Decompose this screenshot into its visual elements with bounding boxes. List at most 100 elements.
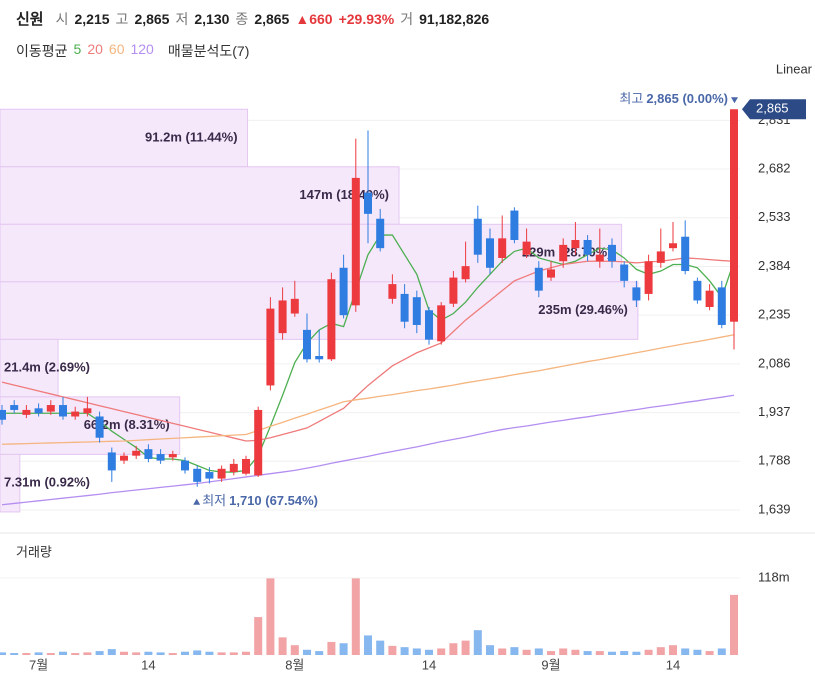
candle-body: [315, 356, 324, 360]
profile-box: [0, 338, 59, 398]
x-tick-label: 8월: [285, 657, 304, 672]
candle-body: [669, 243, 677, 249]
candle-body: [425, 310, 433, 340]
volume-bar: [669, 645, 677, 655]
candle-body: [168, 454, 177, 458]
volume-bar: [364, 635, 372, 655]
volume-bar: [510, 647, 519, 655]
candle-body: [571, 239, 580, 249]
volume-bar: [351, 577, 360, 655]
profile-box: [0, 166, 400, 225]
candle-body: [522, 241, 531, 255]
candle-body: [412, 297, 421, 325]
volume-bar: [693, 649, 702, 655]
volume-bar: [168, 653, 177, 655]
candle-body: [730, 109, 738, 322]
low-note: 최저 1,710 (67.54%): [202, 493, 318, 508]
candle-body: [107, 452, 116, 471]
candle-body: [681, 236, 690, 272]
candle-body: [22, 409, 31, 415]
candle-body: [693, 280, 702, 301]
x-tick-label: 14: [141, 657, 155, 672]
candle-body: [400, 293, 409, 322]
volume-bar: [571, 649, 580, 655]
candle-body: [705, 290, 714, 307]
volume-bar: [400, 647, 409, 655]
x-tick-label: 9월: [541, 657, 560, 672]
candle-body: [290, 298, 299, 314]
value: 2,865: [254, 11, 290, 27]
profile-label: 235m (29.46%): [538, 302, 628, 317]
profile-label: 7.31m (0.92%): [4, 475, 90, 490]
volume-bar: [242, 651, 250, 655]
candle-body: [205, 472, 214, 479]
y-tick-label: 1,788: [758, 453, 791, 468]
volume-bar: [534, 648, 543, 655]
volume-bar: [205, 651, 214, 655]
candle-body: [120, 455, 128, 461]
candle-body: [242, 458, 250, 474]
volume-bar: [449, 643, 458, 655]
volume-bar: [290, 645, 299, 655]
y-tick-label: 2,086: [758, 355, 791, 370]
volume-bar: [730, 594, 738, 655]
volume-bar: [522, 649, 531, 655]
volume-bar: [0, 652, 6, 655]
volume-bar: [229, 652, 238, 655]
volume-bar: [278, 637, 287, 655]
volume-bar: [71, 653, 80, 655]
candle-body: [620, 264, 629, 281]
volume-bar: [461, 640, 470, 655]
volume-bar: [22, 653, 31, 655]
y-tick-label: 2,533: [758, 209, 791, 224]
volume-bar: [559, 648, 568, 655]
y-tick-label: 1,937: [758, 404, 791, 419]
candle-body: [559, 244, 568, 262]
ma-line: [1, 334, 735, 445]
volume-bar: [498, 648, 507, 655]
candle-body: [473, 218, 482, 255]
label: 거: [400, 11, 414, 27]
volume-bar: [388, 645, 397, 655]
candle-body: [534, 267, 543, 291]
ma-line: [1, 394, 735, 506]
candle-body: [132, 450, 141, 456]
candle-body: [278, 300, 287, 334]
change: ▲660: [295, 11, 333, 27]
vol-tick-label: 118m: [758, 569, 790, 584]
profile-box: [0, 453, 21, 513]
profile-label: 21.4m (2.69%): [4, 360, 90, 375]
candle-body: [0, 409, 6, 420]
value: 2,865: [134, 11, 170, 27]
candle-body: [266, 308, 275, 386]
x-tick-label: 14: [666, 657, 680, 672]
candle-body: [583, 239, 592, 255]
note-part: 2,865 (0.00%): [646, 92, 728, 107]
price-pane: 91.2m (11.44%)147m (18.49%)229m (28.70%)…: [0, 108, 740, 513]
volume-bar: [327, 641, 336, 655]
candle-body: [217, 468, 226, 479]
value: 2,215: [74, 11, 110, 27]
ma-legend: 5 20 60 120: [74, 41, 154, 61]
candle-body: [10, 405, 19, 410]
low-marker: [193, 498, 201, 505]
candle-body: [461, 266, 470, 280]
profile-label: 매물분석도(7): [167, 43, 250, 59]
volume-bar: [59, 651, 67, 655]
candle-body: [83, 408, 92, 414]
high-note: 최고 2,865 (0.00%): [619, 92, 728, 107]
y-tick-label: 2,682: [758, 160, 791, 175]
candle-body: [351, 177, 360, 306]
volume-bar: [132, 652, 141, 655]
note-part: 최저: [202, 493, 226, 508]
volume-bar: [266, 577, 275, 655]
candle-body: [595, 254, 604, 262]
volume-bar: [217, 652, 226, 655]
candle-body: [547, 269, 555, 278]
candle-body: [303, 329, 311, 360]
label: 종: [235, 11, 249, 27]
volume-bar: [120, 651, 128, 655]
candle-body: [364, 192, 372, 214]
candle-body: [193, 468, 202, 482]
